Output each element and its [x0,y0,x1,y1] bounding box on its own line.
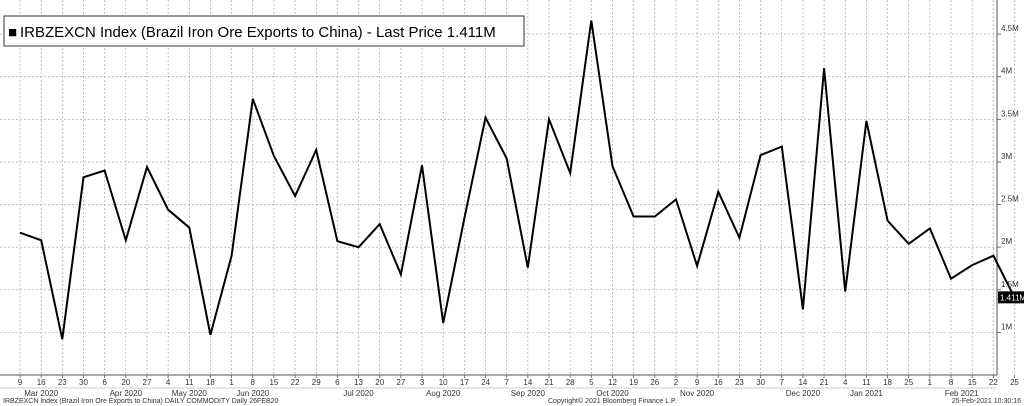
x-tick-label: 18 [883,378,892,387]
x-tick-label: 27 [143,378,152,387]
x-tick-label: 7 [504,378,509,387]
legend-label: IRBZEXCN Index (Brazil Iron Ore Exports … [20,24,496,41]
x-tick-label: 9 [695,378,700,387]
x-tick-label: 11 [862,378,871,387]
x-tick-label: 6 [102,378,107,387]
footer: IRBZEXCN Index (Brazil Iron Ore Exports … [3,397,1021,405]
month-label: Apr 2020 [110,389,143,398]
horizontal-gridlines [0,33,1001,333]
x-tick-label: 26 [650,378,659,387]
x-tick-label: 14 [523,378,532,387]
last-price-tag-bg [998,291,1024,304]
month-label: Dec 2020 [786,389,821,398]
month-label: Aug 2020 [426,389,461,398]
x-tick-label: 30 [756,378,765,387]
x-tick-label: 4 [166,378,171,387]
x-tick-label: 7 [780,378,785,387]
x-tick-label: 23 [58,378,67,387]
footer-copyright: Copyright© 2021 Bloomberg Finance L.P. [548,397,677,405]
month-label: Jul 2020 [343,389,374,398]
x-tick-label: 10 [439,378,448,387]
x-tick-label: 18 [206,378,215,387]
x-tick-label: 1 [928,378,933,387]
month-label: Mar 2020 [24,389,58,398]
x-tick-label: 12 [608,378,617,387]
x-tick-label: 15 [269,378,278,387]
x-tick-label: 22 [291,378,300,387]
x-tick-label: 20 [121,378,130,387]
month-label: May 2020 [172,389,208,398]
y-tick-label: 1.5M [1001,280,1019,289]
x-tick-label: 6 [335,378,340,387]
month-label: Oct 2020 [596,389,629,398]
x-tick-label: 21 [820,378,829,387]
footer-left-text: IRBZEXCN Index (Brazil Iron Ore Exports … [3,398,279,405]
x-tick-label: 16 [37,378,46,387]
y-tick-label: 2.5M [1001,195,1019,204]
x-tick-label: 23 [735,378,744,387]
x-tick-label: 24 [481,378,490,387]
y-tick-label: 3.5M [1001,109,1019,118]
legend-marker: ■ [8,24,17,41]
y-tick-label: 2M [1001,237,1012,246]
series-line [19,20,1016,340]
x-tick-label: 4 [843,378,848,387]
x-tick-label: 17 [460,378,469,387]
x-tick-label: 13 [354,378,363,387]
x-tick-labels: 9 16 23 30 6 20 27 4 11 18 1 8 15 22 29 6 13 20 27 3 10 17 24 7… [18,378,1020,387]
x-tick-label: 11 [185,378,194,387]
x-tick-label: 2 [674,378,679,387]
x-tick-label: 16 [714,378,723,387]
y-tick-labels: 1M 1.5M 2M 2.5M 3M 3.5M 4M 4.5M [1001,24,1019,331]
x-tick-label: 29 [312,378,321,387]
x-tick-label: 25 [904,378,913,387]
x-tick-label: 28 [566,378,575,387]
legend-box [3,15,525,47]
vertical-gridlines [19,0,1015,378]
x-tick-label: 30 [79,378,88,387]
month-label: Sep 2020 [511,389,546,398]
y-tick-label: 4.5M [1001,24,1019,33]
y-tick-label: 1M [1001,322,1012,331]
month-labels: Mar 2020 Apr 2020 May 2020 Jun 2020 Jul 2020… [24,389,979,398]
month-label: Jun 2020 [236,389,269,398]
footer-timestamp: 25-Feb-2021 10:30:16 [952,398,1021,405]
month-label: Feb 2021 [945,389,979,398]
x-tick-label: 25 [1010,378,1019,387]
month-label: Jan 2021 [850,389,883,398]
month-label: Nov 2020 [680,389,715,398]
x-tick-label: 27 [396,378,405,387]
x-tick-label: 8 [949,378,954,387]
x-tick-label: 14 [798,378,807,387]
y-tick-label: 3M [1001,152,1012,161]
x-tick-label: 21 [545,378,554,387]
x-tick-label: 15 [968,378,977,387]
last-price-tag: 1.411M [998,291,1024,304]
x-tick-label: 22 [989,378,998,387]
series-lines [19,20,1016,340]
x-tick-label: 19 [629,378,638,387]
x-tick-label: 8 [251,378,256,387]
y-tick-label: 4M [1001,67,1012,76]
x-tick-label: 5 [589,378,594,387]
x-tick-label: 1 [229,378,234,387]
x-tick-label: 3 [420,378,425,387]
x-tick-label: 20 [375,378,384,387]
last-price-tag-label: 1.411M [1000,293,1024,302]
legend: ■ IRBZEXCN Index (Brazil Iron Ore Export… [3,15,525,47]
x-tick-label: 9 [18,378,23,387]
